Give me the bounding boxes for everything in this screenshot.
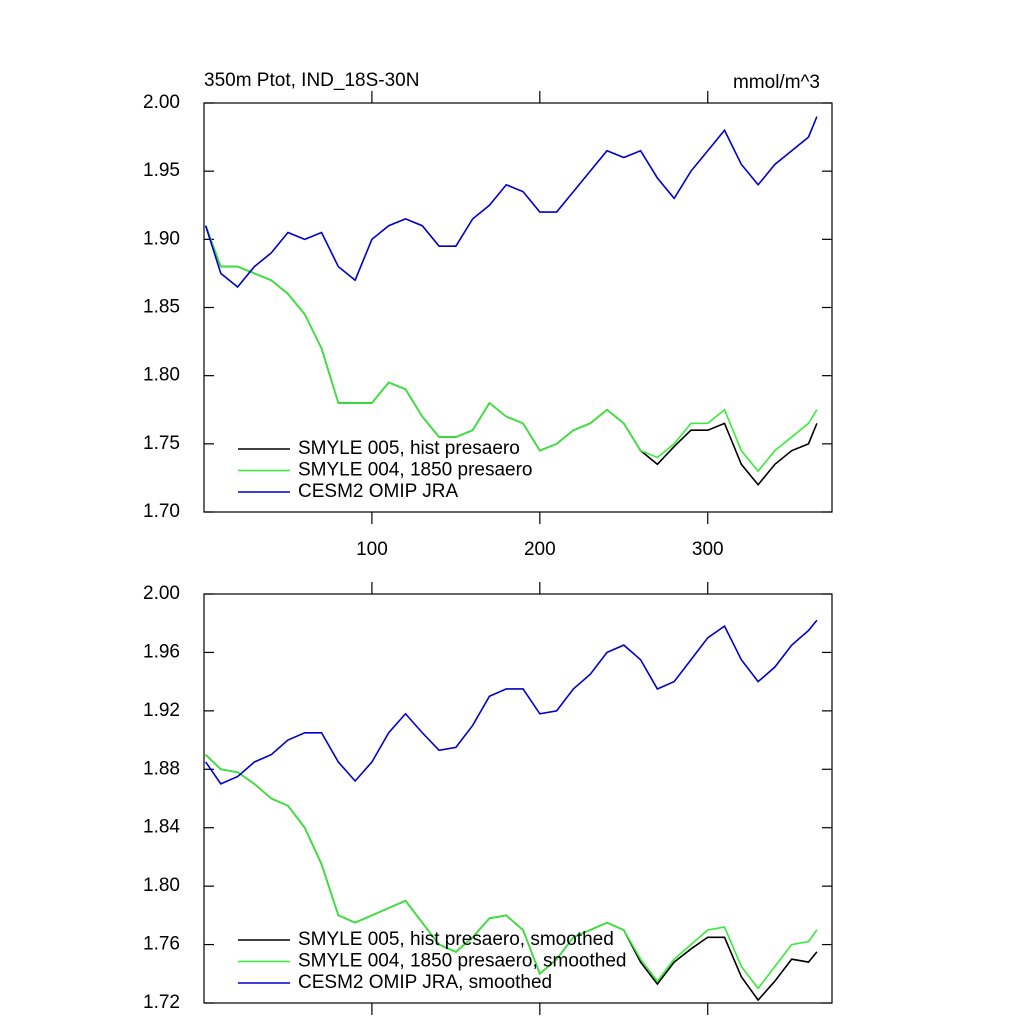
legend-label: SMYLE 004, 1850 presaero <box>298 460 533 481</box>
y-tick-label: 1.84 <box>143 817 180 838</box>
y-tick-label: 2.00 <box>143 583 180 604</box>
data-line <box>205 754 818 990</box>
y-tick-label: 1.80 <box>143 365 180 386</box>
y-tick-label: 1.72 <box>143 992 180 1013</box>
y-tick-label: 1.95 <box>143 160 180 181</box>
units-label: mmol/m^3 <box>733 72 820 93</box>
legend-label: CESM2 OMIP JRA, smoothed <box>298 972 552 993</box>
plot-frame <box>203 593 833 1004</box>
y-tick-label: 1.90 <box>143 228 180 249</box>
y-tick-label: 1.70 <box>143 501 180 522</box>
legend-label: SMYLE 004, 1850 presaero, smoothed <box>298 951 626 972</box>
y-tick-label: 1.88 <box>143 758 180 779</box>
chart-title: 350m Ptot, IND_18S-30N <box>204 70 419 91</box>
y-tick-label: 1.85 <box>143 297 180 318</box>
legend-label: SMYLE 005, hist presaero, smoothed <box>298 929 614 950</box>
y-tick-label: 1.96 <box>143 641 180 662</box>
plot-frame <box>203 102 833 513</box>
x-tick-label: 200 <box>524 539 556 560</box>
legend-label: CESM2 OMIP JRA <box>298 481 458 502</box>
x-tick-label: 100 <box>356 539 388 560</box>
y-tick-label: 1.76 <box>143 934 180 955</box>
y-tick-label: 1.92 <box>143 700 180 721</box>
data-line <box>204 225 818 473</box>
data-line <box>205 619 818 785</box>
legend-label: SMYLE 005, hist presaero <box>298 438 520 459</box>
y-tick-label: 2.00 <box>143 92 180 113</box>
x-tick-label: 300 <box>692 539 724 560</box>
y-tick-label: 1.80 <box>143 875 180 896</box>
data-line <box>204 116 818 289</box>
y-tick-label: 1.75 <box>143 433 180 454</box>
